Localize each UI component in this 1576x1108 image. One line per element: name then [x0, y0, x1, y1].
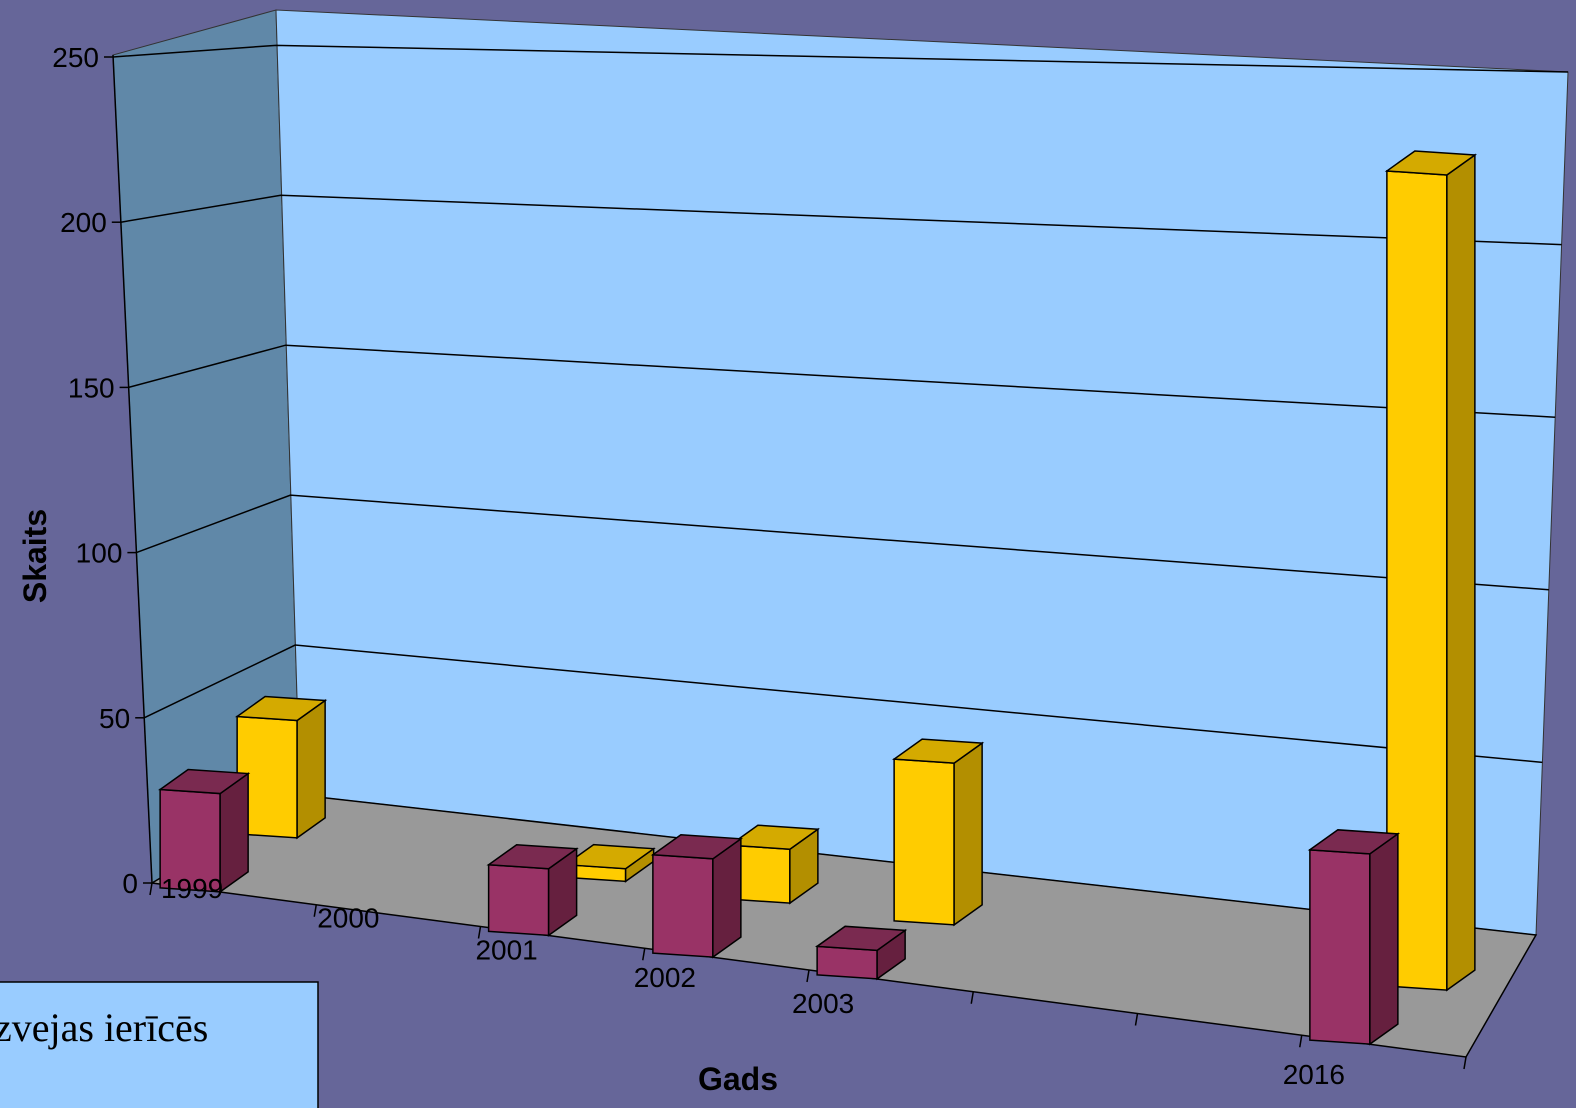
x-tick-label: 2000 — [317, 903, 379, 934]
bar-front — [1309, 849, 1371, 1045]
x-tick — [642, 948, 646, 961]
x-tick-label: 2001 — [475, 934, 537, 965]
x-tick-label: 2002 — [634, 962, 696, 993]
bar-side — [296, 699, 326, 840]
gridline — [143, 644, 1543, 764]
axes — [104, 54, 1467, 1070]
bar-top — [563, 843, 656, 870]
bar-top — [891, 738, 985, 764]
x-tick-label: 2016 — [1283, 1059, 1345, 1090]
bar — [814, 925, 908, 981]
y-axis-title: Skaits — [17, 509, 53, 603]
bar-side — [1446, 153, 1476, 992]
bar — [727, 824, 821, 905]
bar-top — [234, 695, 328, 722]
bar — [891, 738, 985, 927]
bar-top — [727, 824, 821, 850]
x-tick-labels: 1999 2000 2001 2002 2003 2016 — [161, 873, 1345, 1090]
legend: zvejas ierīcēs — [0, 981, 319, 1108]
x-tick — [1463, 1056, 1467, 1070]
bar-front — [816, 945, 878, 980]
bar — [1307, 829, 1401, 1046]
bar-top — [1307, 829, 1401, 855]
gridline — [136, 494, 1549, 591]
bar-side — [953, 741, 983, 927]
y-tick-label: 200 — [60, 207, 107, 238]
y-tick-label: 50 — [99, 703, 130, 734]
x-tick — [970, 991, 974, 1004]
bar-top — [486, 844, 579, 870]
x-tick — [477, 926, 482, 939]
x-tick-label: 2003 — [792, 988, 854, 1019]
bar — [650, 834, 744, 959]
y-axis-line — [112, 54, 153, 884]
bar — [1384, 150, 1478, 992]
bar-front — [893, 758, 955, 926]
bar — [234, 695, 328, 840]
bar-front — [652, 853, 714, 958]
x-tick — [806, 969, 810, 983]
bar-top — [1384, 150, 1478, 176]
gridline — [112, 44, 1569, 73]
y-tick-labels: 0 50 100 150 200 250 — [52, 42, 138, 899]
x-tick — [313, 904, 317, 917]
gridlines — [112, 44, 1569, 764]
bar-front — [487, 863, 550, 937]
y-tick-label: 150 — [68, 372, 115, 403]
legend-entry-text: zvejas ierīcēs — [0, 1005, 208, 1050]
x-tick — [1299, 1035, 1303, 1048]
bar — [486, 844, 579, 937]
bar-side — [1369, 832, 1399, 1046]
gridline — [120, 194, 1562, 246]
y-tick-label: 250 — [52, 42, 99, 73]
y-tick-label: 0 — [122, 868, 138, 899]
x-axis-title: Gads — [698, 1061, 778, 1097]
bars — [157, 150, 1478, 1046]
x-tick — [1134, 1013, 1139, 1026]
gridline — [128, 344, 1556, 418]
legend-box — [0, 981, 319, 1108]
x-tick-label: 1999 — [161, 873, 223, 904]
bar-top — [157, 768, 251, 795]
bar — [157, 768, 251, 894]
bar-top — [650, 834, 744, 860]
x-tick — [149, 882, 153, 896]
bar-top — [814, 925, 908, 952]
y-tick-label: 100 — [76, 538, 123, 569]
